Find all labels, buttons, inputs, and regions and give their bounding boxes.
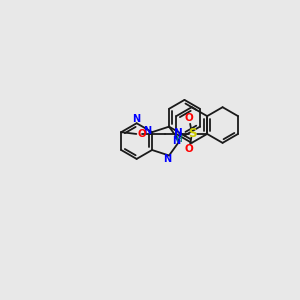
Text: N: N (164, 154, 172, 164)
Text: N: N (172, 136, 180, 146)
Text: N: N (143, 126, 151, 136)
Text: O: O (137, 129, 146, 139)
Text: S: S (188, 128, 197, 140)
Text: O: O (184, 144, 193, 154)
Text: N: N (174, 128, 183, 138)
Text: H: H (175, 135, 181, 144)
Text: N: N (133, 114, 141, 124)
Text: O: O (184, 113, 193, 124)
